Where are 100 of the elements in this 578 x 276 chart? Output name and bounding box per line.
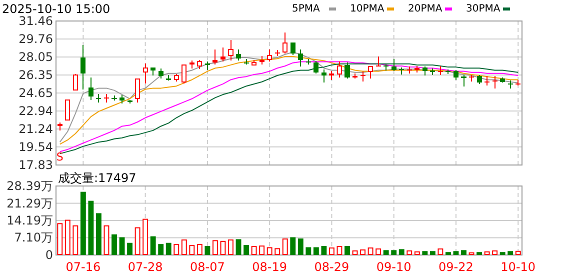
bar bbox=[336, 246, 342, 255]
candlestick bbox=[453, 70, 459, 80]
chart-title: 成交量:17497 bbox=[58, 171, 136, 185]
x-tick-label: 09-10 bbox=[376, 260, 412, 274]
candlestick bbox=[344, 62, 350, 80]
y-tick-label: 31.46 bbox=[18, 14, 53, 28]
bar bbox=[298, 238, 304, 255]
candlestick bbox=[142, 62, 148, 84]
candlestick bbox=[158, 68, 164, 79]
y-tick-label: 14.19万 bbox=[6, 214, 53, 228]
candlestick bbox=[127, 100, 132, 104]
bar bbox=[453, 251, 459, 255]
candlestick bbox=[476, 74, 482, 84]
bar bbox=[376, 248, 382, 255]
y-tick-label: 7.10万 bbox=[14, 230, 53, 245]
bar bbox=[266, 247, 272, 255]
y-tick-label: 19.54 bbox=[18, 140, 53, 154]
candlestick bbox=[314, 60, 319, 73]
bar bbox=[290, 237, 296, 255]
bar bbox=[446, 252, 451, 255]
bar bbox=[352, 250, 358, 255]
bar bbox=[430, 251, 436, 255]
bar bbox=[422, 251, 428, 255]
y-tick-label: 29.76 bbox=[18, 32, 53, 46]
candlestick bbox=[516, 79, 521, 86]
bar bbox=[391, 250, 397, 255]
legend-label: 20PMA bbox=[408, 4, 442, 14]
bar bbox=[251, 246, 257, 255]
bar bbox=[119, 237, 125, 255]
x-tick-label: 08-19 bbox=[252, 260, 288, 274]
candlestick bbox=[259, 55, 264, 65]
candlestick bbox=[508, 80, 513, 89]
bar bbox=[72, 225, 78, 255]
bar bbox=[158, 244, 164, 255]
y-tick-label: 28.05 bbox=[18, 50, 53, 64]
candlestick bbox=[406, 66, 412, 74]
bar bbox=[134, 227, 140, 255]
x-tick-label: 10-10 bbox=[500, 260, 536, 274]
legend-label: 5PMA bbox=[292, 4, 320, 14]
bar bbox=[112, 234, 117, 255]
candlestick bbox=[96, 94, 102, 103]
candlestick bbox=[244, 58, 249, 64]
candlestick bbox=[104, 94, 110, 103]
candlestick bbox=[274, 50, 280, 56]
y-tick-label: 24.65 bbox=[18, 86, 53, 100]
bar bbox=[476, 252, 482, 255]
y-tick-label: 26.35 bbox=[18, 68, 53, 82]
bar bbox=[414, 251, 420, 255]
bar bbox=[174, 244, 180, 255]
bar bbox=[368, 247, 374, 255]
candlestick bbox=[166, 74, 172, 80]
bar bbox=[484, 251, 490, 255]
chart-title: 2025-10-10 15:00 bbox=[2, 2, 110, 16]
candlestick bbox=[438, 66, 443, 76]
candlestick bbox=[204, 61, 210, 71]
bar bbox=[398, 249, 404, 255]
bar bbox=[321, 246, 327, 255]
candlestick bbox=[80, 44, 86, 90]
bar bbox=[142, 218, 148, 255]
candlestick bbox=[336, 61, 342, 78]
candlestick bbox=[88, 76, 94, 101]
bar bbox=[282, 238, 288, 255]
candlestick bbox=[399, 66, 404, 76]
x-tick-label: 07-28 bbox=[128, 260, 163, 274]
candlestick bbox=[189, 60, 194, 69]
bar bbox=[127, 242, 132, 255]
x-tick-label: 09-22 bbox=[438, 260, 474, 274]
candlestick bbox=[197, 59, 202, 70]
bar bbox=[96, 213, 102, 255]
bar bbox=[166, 242, 172, 255]
bar bbox=[259, 246, 265, 255]
bar bbox=[220, 240, 226, 255]
bar bbox=[196, 244, 202, 255]
candlestick bbox=[119, 94, 125, 104]
annotation: S bbox=[56, 150, 64, 164]
bar bbox=[508, 251, 514, 255]
x-tick-label: 08-07 bbox=[190, 260, 225, 274]
bar bbox=[236, 239, 242, 255]
candlestick bbox=[228, 40, 234, 62]
candlestick bbox=[422, 66, 428, 76]
bar bbox=[360, 249, 366, 255]
bar bbox=[212, 240, 218, 255]
bar bbox=[57, 223, 63, 255]
bar bbox=[64, 220, 70, 255]
bar bbox=[492, 250, 498, 255]
bar bbox=[313, 247, 319, 255]
bar bbox=[461, 250, 466, 255]
y-tick-label: 21.29万 bbox=[6, 196, 53, 210]
bar bbox=[150, 236, 156, 255]
x-tick-label: 08-29 bbox=[314, 260, 350, 274]
bar bbox=[500, 252, 506, 255]
bar bbox=[88, 200, 94, 255]
y-tick-label: 0 bbox=[45, 248, 53, 262]
bar bbox=[344, 246, 350, 255]
candlestick bbox=[212, 48, 218, 65]
y-tick-label: 28.39万 bbox=[6, 179, 53, 193]
bar bbox=[80, 192, 86, 255]
candlestick bbox=[391, 58, 396, 72]
bar bbox=[189, 245, 195, 255]
bar bbox=[104, 225, 110, 255]
